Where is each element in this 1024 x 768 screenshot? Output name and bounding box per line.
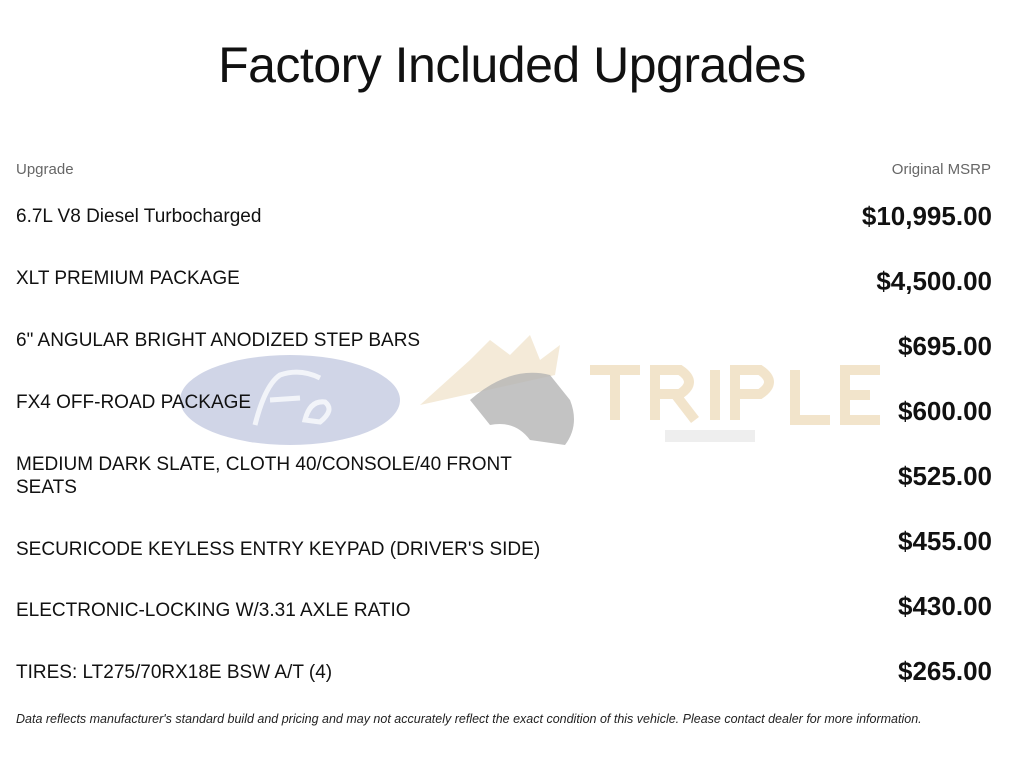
upgrade-name: MEDIUM DARK SLATE, CLOTH 40/CONSOLE/40 F… (16, 454, 512, 498)
upgrade-price: $430.00 (898, 591, 992, 621)
upgrade-name: 6.7L V8 Diesel Turbocharged (16, 206, 262, 227)
upgrade-price: $695.00 (898, 331, 992, 361)
upgrade-name: ELECTRONIC-LOCKING W/3.31 AXLE RATIO (16, 600, 411, 621)
upgrade-price: $265.00 (898, 656, 992, 686)
disclaimer-footnote: Data reflects manufacturer's standard bu… (16, 712, 922, 726)
upgrade-name: XLT PREMIUM PACKAGE (16, 268, 240, 289)
page-title: Factory Included Upgrades (218, 37, 806, 93)
upgrade-name: TIRES: LT275/70RX18E BSW A/T (4) (16, 662, 333, 683)
upgrade-name: SECURICODE KEYLESS ENTRY KEYPAD (DRIVER'… (16, 539, 541, 560)
upgrade-price: $10,995.00 (861, 201, 992, 231)
triple-lettering-graphic (590, 365, 880, 425)
upgrade-column-header: Upgrade (16, 161, 74, 178)
upgrade-name: 6" ANGULAR BRIGHT ANODIZED STEP BARS (16, 330, 421, 351)
upgrade-price: $525.00 (898, 461, 992, 491)
upgrade-price: $4,500.00 (876, 266, 992, 296)
msrp-column-header: Original MSRP (891, 161, 991, 178)
crown-lettering-graphic (665, 430, 755, 442)
upgrade-price: $600.00 (898, 396, 992, 426)
upgrade-price: $455.00 (898, 526, 992, 556)
upgrade-name: FX4 OFF-ROAD PACKAGE (16, 392, 252, 413)
